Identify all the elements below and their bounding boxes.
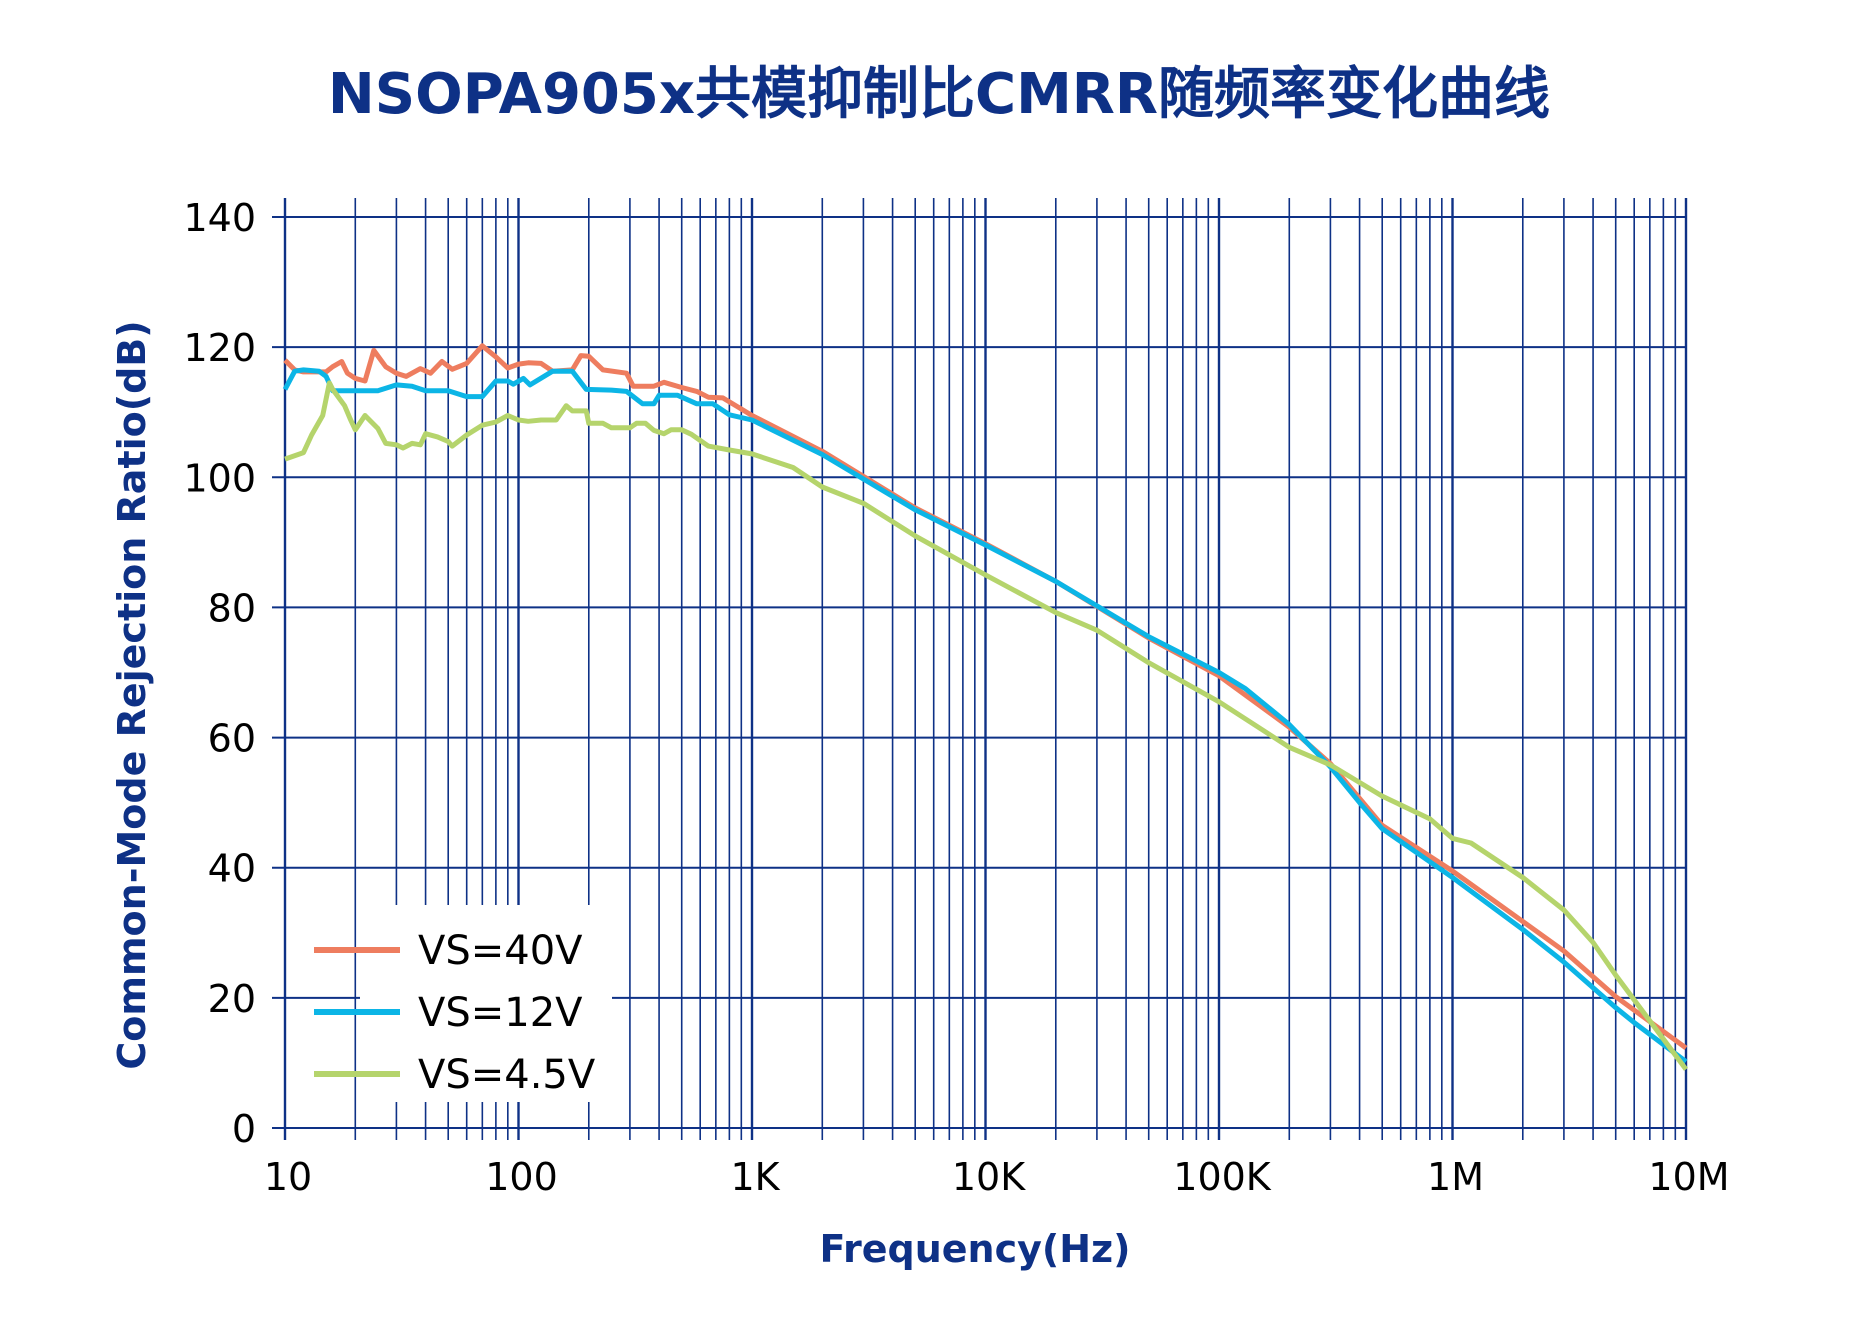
y-axis-label: Common-Mode Rejection Ratio(dB) xyxy=(110,320,154,1069)
y-tick-label: 120 xyxy=(183,326,256,370)
y-tick-label: 140 xyxy=(183,196,256,240)
legend: VS=40V VS=12V VS=4.5V xyxy=(314,905,612,1102)
x-tick-label: 10M xyxy=(1648,1155,1729,1199)
legend-background xyxy=(360,905,612,1102)
tick-labels: 0 20 40 60 80 100 120 140 10 100 1K 10K 100K 1M 10M xyxy=(183,196,1729,1199)
legend-label: VS=4.5V xyxy=(418,1052,596,1098)
x-axis-label: Frequency(Hz) xyxy=(819,1227,1130,1271)
series-line-vs45v xyxy=(284,380,1689,1071)
x-tick-label: 1M xyxy=(1427,1155,1484,1199)
x-tick-label: 10 xyxy=(264,1155,312,1199)
y-tick-label: 40 xyxy=(208,847,256,891)
y-tick-label: 100 xyxy=(183,456,256,500)
y-tick-label: 0 xyxy=(232,1107,256,1151)
chart-title: NSOPA905x共模抑制比CMRR随频率变化曲线 xyxy=(328,62,1550,127)
series-lines xyxy=(282,343,1689,1071)
x-tick-label: 100K xyxy=(1173,1155,1272,1199)
x-tick-label: 10K xyxy=(952,1155,1026,1199)
y-tick-label: 60 xyxy=(208,717,256,761)
x-tick-label: 1K xyxy=(730,1155,780,1199)
legend-label: VS=12V xyxy=(418,990,583,1036)
y-tick-label: 80 xyxy=(208,586,256,630)
legend-label: VS=40V xyxy=(418,928,583,974)
x-tick-label: 100 xyxy=(485,1155,558,1199)
y-tick-label: 20 xyxy=(208,977,256,1021)
